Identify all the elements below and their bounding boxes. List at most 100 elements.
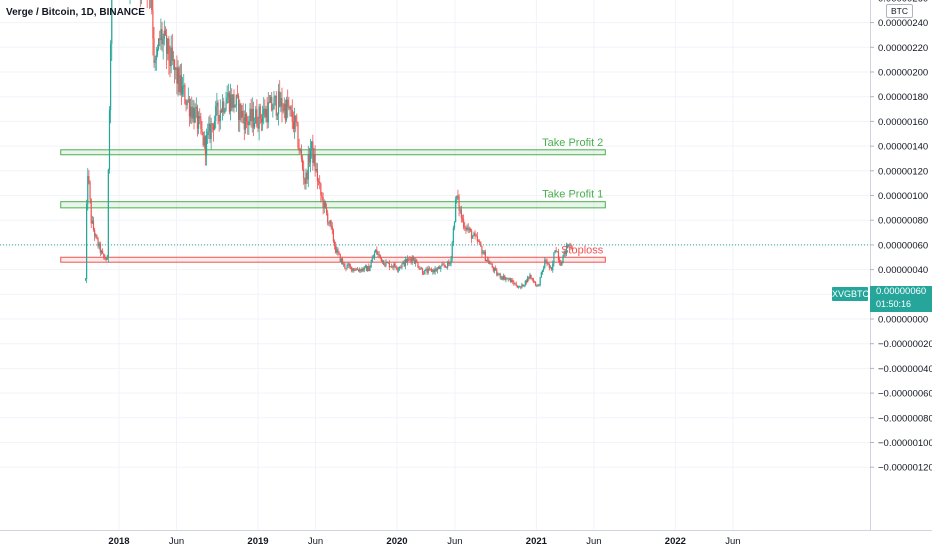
candle-body: [368, 266, 370, 272]
candle-body: [184, 85, 186, 104]
candle-body: [271, 96, 273, 111]
candle-body: [298, 148, 300, 151]
candle-body: [108, 109, 111, 170]
candle-body: [103, 253, 105, 258]
candle-body: [384, 264, 386, 266]
candle-body: [467, 227, 469, 230]
candle-body: [331, 225, 333, 231]
candle-body: [341, 258, 344, 264]
candle-body: [529, 274, 531, 279]
candle-body: [175, 67, 177, 70]
candle-body: [210, 123, 212, 140]
candle-body: [540, 272, 542, 277]
x-tick-label: Jun: [169, 536, 184, 547]
candle-body: [351, 266, 353, 271]
x-tick-label: Jun: [447, 536, 462, 547]
candle-body: [235, 95, 237, 106]
candle-body: [415, 260, 417, 264]
candle-body: [547, 263, 549, 265]
candle-body: [535, 282, 537, 286]
y-tick-label: −0.00000100: [878, 438, 932, 449]
candle-body: [169, 60, 171, 67]
candle-body: [289, 106, 291, 109]
candle-body: [506, 278, 508, 280]
candle-body: [211, 123, 213, 125]
candle-body: [497, 274, 499, 276]
candle-body: [553, 253, 555, 264]
candle-body: [563, 250, 565, 256]
candle-body: [202, 132, 204, 146]
price-unit-button[interactable]: BTC: [886, 4, 913, 18]
candle-body: [431, 269, 433, 272]
candle-body: [445, 266, 448, 268]
candle-body: [243, 117, 245, 130]
candle-body: [370, 262, 372, 268]
candle-body: [87, 176, 89, 205]
candle-body: [451, 242, 453, 259]
candle-body: [495, 268, 497, 270]
candle-body: [381, 260, 384, 262]
candle-body: [253, 123, 256, 128]
y-axis[interactable]: 0.000002800.000002600.000002400.00000220…: [870, 0, 932, 474]
candle-body: [304, 178, 306, 184]
candle-body: [106, 256, 108, 260]
candle-body: [311, 141, 313, 149]
x-axis[interactable]: 2018 Jun 2019 Jun 2020 Jun 2021 Jun 2022 Jun: [108, 536, 740, 547]
candle-body: [513, 282, 515, 285]
candle-body: [329, 220, 331, 224]
candle-body: [501, 277, 504, 280]
candle-body: [322, 197, 324, 208]
candle-body: [168, 38, 170, 61]
candle-body: [436, 268, 438, 271]
zone-stoploss: [60, 256, 606, 263]
symbol-label: XVGBTC: [832, 287, 870, 301]
candle-body: [520, 286, 522, 288]
candle-body: [407, 258, 409, 263]
candle-body: [389, 266, 392, 268]
candle-body: [476, 236, 478, 242]
candle-body: [377, 253, 379, 255]
candle-body: [185, 103, 187, 106]
candle-body: [416, 260, 418, 263]
candle-body: [492, 267, 494, 271]
candle-body: [215, 106, 217, 121]
candle-body: [219, 110, 221, 122]
candle-body: [151, 0, 153, 11]
candle-body: [369, 267, 371, 272]
candle-body: [213, 120, 216, 130]
candle-body: [360, 269, 362, 272]
candle-body: [186, 100, 188, 106]
candle-body: [223, 101, 225, 113]
candle-body: [528, 277, 530, 279]
candle-body: [511, 280, 513, 283]
candle-body: [441, 264, 443, 267]
candle-body: [159, 38, 161, 41]
candle-body: [201, 128, 203, 133]
candle-body: [491, 263, 493, 268]
zone-take_profit: [60, 149, 606, 156]
candle-body: [354, 270, 356, 272]
candle-body: [448, 261, 450, 264]
candle-body: [209, 123, 211, 140]
candle-body: [378, 253, 380, 255]
candle-body: [91, 220, 93, 224]
candle-body: [281, 97, 283, 111]
candle-body: [266, 109, 268, 123]
candle-body: [539, 276, 541, 285]
candle-body: [437, 267, 440, 269]
candle-body: [212, 124, 215, 130]
candle-body: [512, 280, 514, 283]
candle-body: [86, 204, 88, 279]
candle-body: [507, 278, 509, 280]
candle-body: [496, 269, 498, 276]
candle-body: [519, 286, 521, 288]
candle-body: [205, 134, 208, 156]
candle-body: [258, 106, 260, 129]
candle-body: [155, 55, 157, 60]
candle-body: [321, 195, 323, 198]
candle-body: [546, 261, 548, 265]
candle-body: [154, 59, 156, 63]
candle-body: [508, 278, 510, 280]
candle-body: [475, 235, 477, 237]
